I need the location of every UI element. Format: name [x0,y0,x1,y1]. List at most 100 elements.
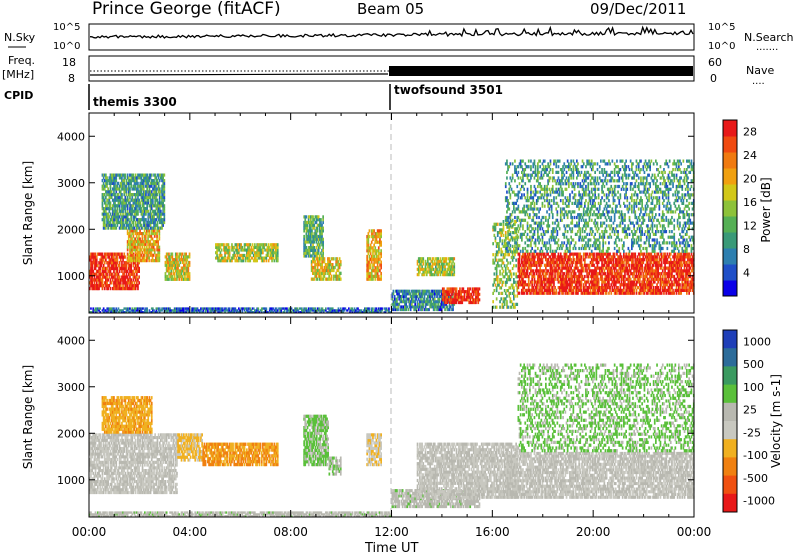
heatmap-cell [585,255,587,258]
heatmap-cell [138,199,140,202]
heatmap-cell [126,201,128,204]
heatmap-cell [554,275,556,278]
heatmap-cell [127,221,129,224]
heatmap-cell [519,267,521,270]
heatmap-cell [511,272,513,275]
heatmap-cell [409,290,411,293]
heatmap-cell [452,305,454,308]
heatmap-cell [569,269,571,272]
heatmap-cell [126,193,128,196]
heatmap-cell [317,227,319,230]
heatmap-cell [528,286,530,289]
heatmap-cell [105,227,107,230]
heatmap-cell [147,218,149,221]
heatmap-cell [380,249,382,252]
heatmap-cell [325,272,327,275]
heatmap-cell [449,308,451,311]
heatmap-cell [584,275,586,278]
heatmap-cell [673,292,675,295]
heatmap-cell [513,256,515,259]
heatmap-cell [502,267,504,270]
heatmap-cell [231,259,233,262]
heatmap-cell [145,243,147,246]
heatmap-cell [545,275,547,278]
heatmap-cell [338,260,340,263]
heatmap-cell [443,305,445,308]
heatmap-cell [115,190,117,193]
heatmap-cell [316,232,318,235]
heatmap-cell [653,286,655,289]
heatmap-cell [322,252,324,255]
heatmap-cell [318,249,320,252]
heatmap-cell [147,210,149,213]
heatmap-cell [380,275,382,278]
heatmap-cell [324,275,326,278]
heatmap-cell [515,259,517,262]
heatmap-cell [277,259,279,262]
heatmap-cell [271,259,273,262]
heatmap-cell [113,270,115,273]
heatmap-cell [558,269,560,272]
heatmap-cell [152,199,154,202]
heatmap-cell [513,272,515,275]
heatmap-cell [129,201,131,204]
heatmap-cell [504,256,506,259]
heatmap-cell [479,293,481,296]
heatmap-cell [159,199,161,202]
heatmap-cell [122,221,124,224]
cpid-row: CPID themis 3300 twofsound 3501 [4,83,503,110]
heatmap-cell [370,266,372,269]
heatmap-cell [144,199,146,202]
heatmap-cell [544,292,546,295]
heatmap-cell [444,265,446,268]
heatmap-cell [510,286,512,289]
heatmap-cell [310,218,312,221]
heatmap-cell [151,213,153,216]
heatmap-cell [139,237,141,240]
heatmap-cell [376,238,378,241]
heatmap-cell [142,227,144,230]
heatmap-cell [303,229,305,232]
heatmap-cell [136,235,138,238]
heatmap-cell [633,272,635,275]
heatmap-cell [145,213,147,216]
heatmap-cell [523,292,525,295]
heatmap-cell [570,258,572,261]
heatmap-cell [642,272,644,275]
heatmap-cell [492,242,494,245]
heatmap-cell [505,231,507,234]
date-title: 09/Dec/2011 [590,0,686,18]
heatmap-cell [223,243,225,246]
heatmap-cell [411,303,413,306]
heatmap-cell [500,248,502,251]
heatmap-cell [560,253,562,256]
heatmap-cell [553,264,555,267]
heatmap-cell [145,235,147,238]
heatmap-cell [502,284,504,287]
heatmap-cell [319,246,321,249]
heatmap-cell [131,213,133,216]
heatmap-cell [157,224,159,227]
heatmap-cell [317,278,319,281]
heatmap-cell [513,264,515,267]
heatmap-cell [590,255,592,258]
heatmap-cell [605,272,607,275]
heatmap-cell [147,199,149,202]
heatmap-cell [145,237,147,240]
heatmap-cell [158,185,160,188]
heatmap-cell [322,229,324,232]
heatmap-cell [503,220,505,223]
heatmap-cell [142,237,144,240]
heatmap-cell [663,292,665,295]
heatmap-cell [506,259,508,262]
heatmap-cell [647,292,649,295]
heatmap-cell [107,287,109,290]
heatmap-cell [530,272,532,275]
heatmap-cell [368,238,370,241]
heatmap-cell [537,286,539,289]
heatmap-cell [141,224,143,227]
heatmap-cell [646,275,648,278]
heatmap-cell [164,204,166,207]
heatmap-cell [600,272,602,275]
heatmap-cell [321,235,323,238]
